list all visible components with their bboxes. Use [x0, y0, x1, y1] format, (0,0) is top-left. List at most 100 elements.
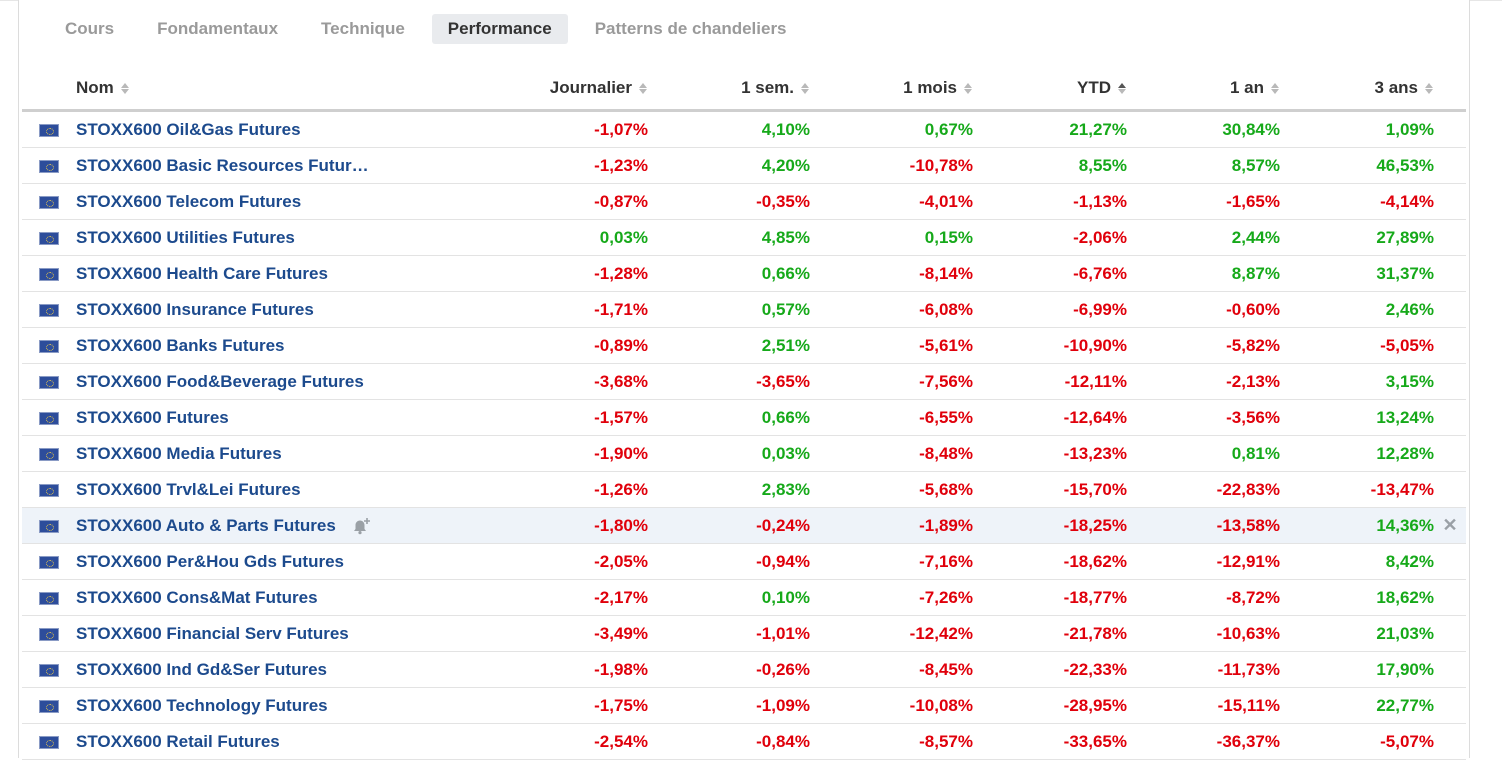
cell-journalier: -1,07% — [416, 110, 648, 148]
row-actions-cell — [1434, 219, 1466, 256]
sort-active-icon — [1117, 82, 1127, 95]
instrument-link[interactable]: STOXX600 Utilities Futures — [76, 227, 295, 247]
instrument-link[interactable]: STOXX600 Banks Futures — [76, 335, 285, 355]
cell-3-ans: 31,37% — [1280, 255, 1434, 292]
cell-1-an: 30,84% — [1127, 110, 1280, 148]
cell-ytd: -12,11% — [973, 363, 1127, 400]
column-header-1-sem[interactable]: 1 sem. — [648, 66, 810, 112]
tab-patterns-chandeliers[interactable]: Patterns de chandeliers — [594, 19, 787, 38]
cell-ytd: 21,27% — [973, 110, 1127, 148]
cell-1-mois: -12,42% — [810, 615, 973, 652]
tab-performance[interactable]: Performance — [431, 14, 568, 44]
table-row[interactable]: STOXX600 Ind Gd&Ser Futures -1,98% -0,26% -… — [22, 651, 1466, 688]
tab-cours[interactable]: Cours — [65, 19, 115, 38]
cell-journalier: -3,68% — [416, 363, 648, 400]
cell-ytd: -6,99% — [973, 291, 1127, 328]
table-row[interactable]: STOXX600 Financial Serv Futures -3,49% -1,… — [22, 615, 1466, 652]
cell-1-sem: 4,10% — [648, 110, 810, 148]
instrument-link[interactable]: STOXX600 Oil&Gas Futures — [76, 119, 301, 139]
cell-ytd: -13,23% — [973, 435, 1127, 472]
instrument-link[interactable]: STOXX600 Media Futures — [76, 443, 282, 463]
column-header-nom[interactable]: Nom — [76, 66, 416, 112]
instrument-link[interactable]: STOXX600 Telecom Futures — [76, 191, 302, 211]
cell-1-sem: -0,84% — [648, 723, 810, 760]
cell-1-mois: -8,45% — [810, 651, 973, 688]
row-actions-cell — [1434, 543, 1466, 580]
table-row[interactable]: STOXX600 Basic Resources Futur… -1,23% 4,2… — [22, 147, 1466, 184]
row-actions-cell — [1434, 615, 1466, 652]
instrument-link[interactable]: STOXX600 Financial Serv Futures — [76, 623, 349, 643]
table-row[interactable]: STOXX600 Per&Hou Gds Futures -2,05% -0,94%… — [22, 543, 1466, 580]
instrument-link[interactable]: STOXX600 Cons&Mat Futures — [76, 587, 318, 607]
table-row[interactable]: STOXX600 Trvl&Lei Futures -1,26% 2,83% -5,6… — [22, 471, 1466, 508]
column-header-label: Nom — [76, 77, 114, 97]
column-header-3-ans[interactable]: 3 ans — [1280, 66, 1434, 112]
row-actions-cell — [1434, 687, 1466, 724]
instrument-link[interactable]: STOXX600 Food&Beverage Futures — [76, 371, 364, 391]
cell-1-sem: 0,03% — [648, 435, 810, 472]
cell-1-mois: -5,68% — [810, 471, 973, 508]
table-row[interactable]: STOXX600 Oil&Gas Futures -1,07% 4,10% 0,67%… — [22, 110, 1466, 148]
instrument-link[interactable]: STOXX600 Technology Futures — [76, 695, 328, 715]
instrument-link[interactable]: STOXX600 Auto & Parts Futures — [76, 515, 336, 535]
instrument-link[interactable]: STOXX600 Basic Resources Futur… — [76, 155, 369, 175]
table-row[interactable]: STOXX600 Banks Futures -0,89% 2,51% -5,61% -… — [22, 327, 1466, 364]
cell-1-mois: -8,14% — [810, 255, 973, 292]
cell-1-an: -10,63% — [1127, 615, 1280, 652]
tab-fondamentaux[interactable]: Fondamentaux — [157, 19, 279, 38]
performance-table: Nom Journalier 1 sem. 1 mois YTD 1 an — [22, 66, 1466, 760]
table-row[interactable]: STOXX600 Insurance Futures -1,71% 0,57% -6,… — [22, 291, 1466, 328]
table-row[interactable]: STOXX600 Cons&Mat Futures -2,17% 0,10% -7,2… — [22, 579, 1466, 616]
cell-1-mois: -6,08% — [810, 291, 973, 328]
table-row[interactable]: STOXX600 Technology Futures -1,75% -1,09% -… — [22, 687, 1466, 724]
cell-ytd: -22,33% — [973, 651, 1127, 688]
cell-ytd: -10,90% — [973, 327, 1127, 364]
flag-cell — [22, 687, 76, 724]
column-header-ytd[interactable]: YTD — [973, 66, 1127, 112]
instrument-link[interactable]: STOXX600 Futures — [76, 407, 229, 427]
flag-cell — [22, 435, 76, 472]
table-row[interactable]: STOXX600 Utilities Futures 0,03% 4,85% 0,15… — [22, 219, 1466, 256]
column-header-journalier[interactable]: Journalier — [416, 66, 648, 112]
instrument-link[interactable]: STOXX600 Ind Gd&Ser Futures — [76, 659, 327, 679]
instrument-name-cell: STOXX600 Retail Futures — [76, 723, 416, 760]
instrument-link[interactable]: STOXX600 Health Care Futures — [76, 263, 328, 283]
instrument-name-cell: STOXX600 Utilities Futures — [76, 219, 416, 256]
column-header-1-an[interactable]: 1 an — [1127, 66, 1280, 112]
table-row[interactable]: STOXX600 Retail Futures -2,54% -0,84% -8,57… — [22, 723, 1466, 760]
row-actions-cell — [1434, 147, 1466, 184]
cell-1-mois: -8,57% — [810, 723, 973, 760]
table-row[interactable]: STOXX600 Health Care Futures -1,28% 0,66% -… — [22, 255, 1466, 292]
instrument-link[interactable]: STOXX600 Per&Hou Gds Futures — [76, 551, 344, 571]
instrument-name-cell: STOXX600 Auto & Parts Futures — [76, 507, 416, 544]
instrument-link[interactable]: STOXX600 Insurance Futures — [76, 299, 314, 319]
cell-journalier: -1,26% — [416, 471, 648, 508]
table-row[interactable]: STOXX600 Auto & Parts Futures -1,80% -0,24… — [22, 507, 1466, 544]
cell-1-sem: 2,83% — [648, 471, 810, 508]
column-header-1-mois[interactable]: 1 mois — [810, 66, 973, 112]
cell-3-ans: -5,05% — [1280, 327, 1434, 364]
cell-1-sem: 0,57% — [648, 291, 810, 328]
row-actions-cell — [1434, 579, 1466, 616]
instrument-link[interactable]: STOXX600 Retail Futures — [76, 731, 280, 751]
table-row[interactable]: STOXX600 Futures -1,57% 0,66% -6,55% -12,64%… — [22, 399, 1466, 436]
table-row[interactable]: STOXX600 Media Futures -1,90% 0,03% -8,48% -… — [22, 435, 1466, 472]
instrument-link[interactable]: STOXX600 Trvl&Lei Futures — [76, 479, 301, 499]
cell-journalier: -1,23% — [416, 147, 648, 184]
eu-flag-icon — [39, 123, 59, 137]
remove-row-close-icon[interactable]: ✕ — [1442, 515, 1458, 535]
tab-technique[interactable]: Technique — [321, 19, 405, 38]
eu-flag-icon — [39, 159, 59, 173]
table-row[interactable]: STOXX600 Telecom Futures -0,87% -0,35% -4,0… — [22, 183, 1466, 220]
table-row[interactable]: STOXX600 Food&Beverage Futures -3,68% -3,6… — [22, 363, 1466, 400]
table-body: STOXX600 Oil&Gas Futures -1,07% 4,10% 0,67%… — [22, 110, 1466, 760]
cell-1-sem: -3,65% — [648, 363, 810, 400]
eu-flag-icon — [39, 555, 59, 569]
flag-cell — [22, 327, 76, 364]
cell-journalier: -1,75% — [416, 687, 648, 724]
cell-journalier: -1,71% — [416, 291, 648, 328]
cell-1-an: -2,13% — [1127, 363, 1280, 400]
add-alert-bell-icon[interactable] — [350, 517, 372, 535]
cell-1-sem: 0,66% — [648, 399, 810, 436]
flag-cell — [22, 363, 76, 400]
